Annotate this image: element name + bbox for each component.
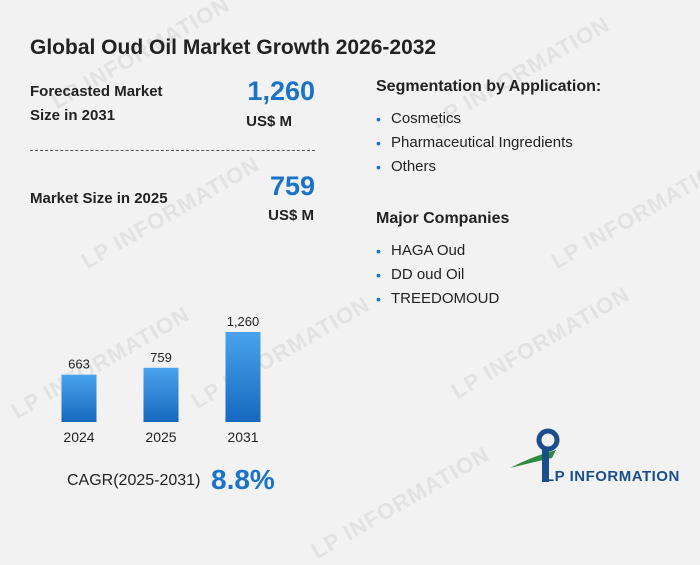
bar-value-label: 759 xyxy=(150,350,172,365)
page-title: Global Oud Oil Market Growth 2026-2032 xyxy=(30,36,437,59)
list-item: TREEDOMOUD xyxy=(376,287,499,311)
list-item: HAGA Oud xyxy=(376,239,499,263)
divider xyxy=(30,150,315,151)
forecast-label: Forecasted Market Size in 2031 xyxy=(30,83,163,124)
bar-value-label: 663 xyxy=(68,357,90,372)
bar-2031 xyxy=(225,332,261,422)
forecast-value: 1,260 xyxy=(247,76,315,106)
companies-heading: Major Companies xyxy=(376,210,510,227)
x-tick-label: 2031 xyxy=(227,429,258,445)
list-item: Pharmaceutical Ingredients xyxy=(376,131,573,155)
bar-chart: 663 2024 759 2025 1,260 2031 xyxy=(61,314,261,445)
cagr-label: CAGR(2025-2031) xyxy=(67,472,201,489)
lp-information-logo xyxy=(510,428,560,482)
bar-value-label: 1,260 xyxy=(227,314,260,329)
x-tick-label: 2025 xyxy=(145,429,176,445)
bar-2025 xyxy=(143,367,179,422)
x-tick-label: 2024 xyxy=(63,429,94,445)
current-label: Market Size in 2025 xyxy=(30,190,168,207)
segmentation-heading: Segmentation by Application: xyxy=(376,78,602,95)
bar-2024 xyxy=(61,374,97,422)
logo-text: LP INFORMATION xyxy=(545,468,680,485)
forecast-unit: US$ M xyxy=(246,113,292,130)
watermark-text: LP INFORMATION xyxy=(306,441,494,564)
list-item: Cosmetics xyxy=(376,107,573,131)
cagr-value: 8.8% xyxy=(211,464,275,495)
current-value: 759 xyxy=(269,171,315,201)
current-unit: US$ M xyxy=(268,207,314,224)
companies-list: HAGA Oud DD oud Oil TREEDOMOUD xyxy=(376,239,499,311)
list-item: Others xyxy=(376,155,573,179)
segmentation-list: Cosmetics Pharmaceutical Ingredients Oth… xyxy=(376,107,573,179)
list-item: DD oud Oil xyxy=(376,263,499,287)
